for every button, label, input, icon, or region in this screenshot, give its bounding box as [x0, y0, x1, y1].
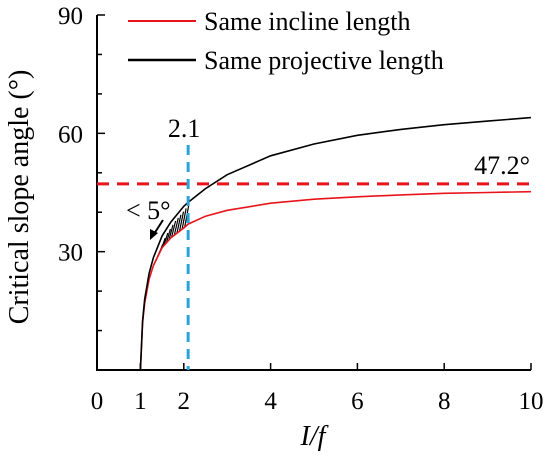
- y-axis-ticks: 30 60 90: [58, 3, 105, 332]
- annotation-arrow: [153, 219, 164, 235]
- legend-label-same-projective-length: Same projective length: [204, 46, 444, 75]
- x-axis-title: I/f: [300, 421, 329, 452]
- x-tick-label: 0: [91, 388, 104, 415]
- y-tick-label: 90: [58, 3, 83, 30]
- hatch-line: [163, 232, 169, 246]
- hatch-line: [176, 214, 182, 234]
- reference-label-2-1: 2.1: [168, 114, 201, 143]
- y-axis-title: Critical slope angle (°): [4, 70, 35, 325]
- annotation-arrowhead: [150, 229, 158, 240]
- y-tick-label: 60: [58, 121, 83, 148]
- x-tick-label: 10: [519, 388, 544, 415]
- x-tick-label: 4: [264, 388, 277, 415]
- legend-label-same-incline-length: Same incline length: [204, 7, 411, 36]
- hatch-line: [173, 217, 179, 236]
- x-tick-label: 8: [438, 388, 451, 415]
- hatch-line: [168, 224, 174, 240]
- hatch-line: [165, 228, 171, 243]
- x-axis-ticks: 0 1 2 4 6 8 10: [91, 363, 544, 415]
- series-line-same-projective-length: [139, 116, 532, 371]
- reference-label-47-2: 47.2°: [474, 151, 530, 180]
- series-line-same-incline-length: [139, 190, 532, 371]
- x-tick-label: 1: [134, 388, 147, 415]
- hatch-line: [181, 208, 187, 230]
- x-tick-label: 6: [351, 388, 364, 415]
- hatch-line: [178, 211, 185, 232]
- hatch-line: [171, 220, 177, 238]
- x-tick-label: 2: [178, 388, 191, 415]
- y-tick-label: 30: [58, 240, 83, 267]
- annotation-less-than-5-degrees: < 5°: [126, 196, 171, 225]
